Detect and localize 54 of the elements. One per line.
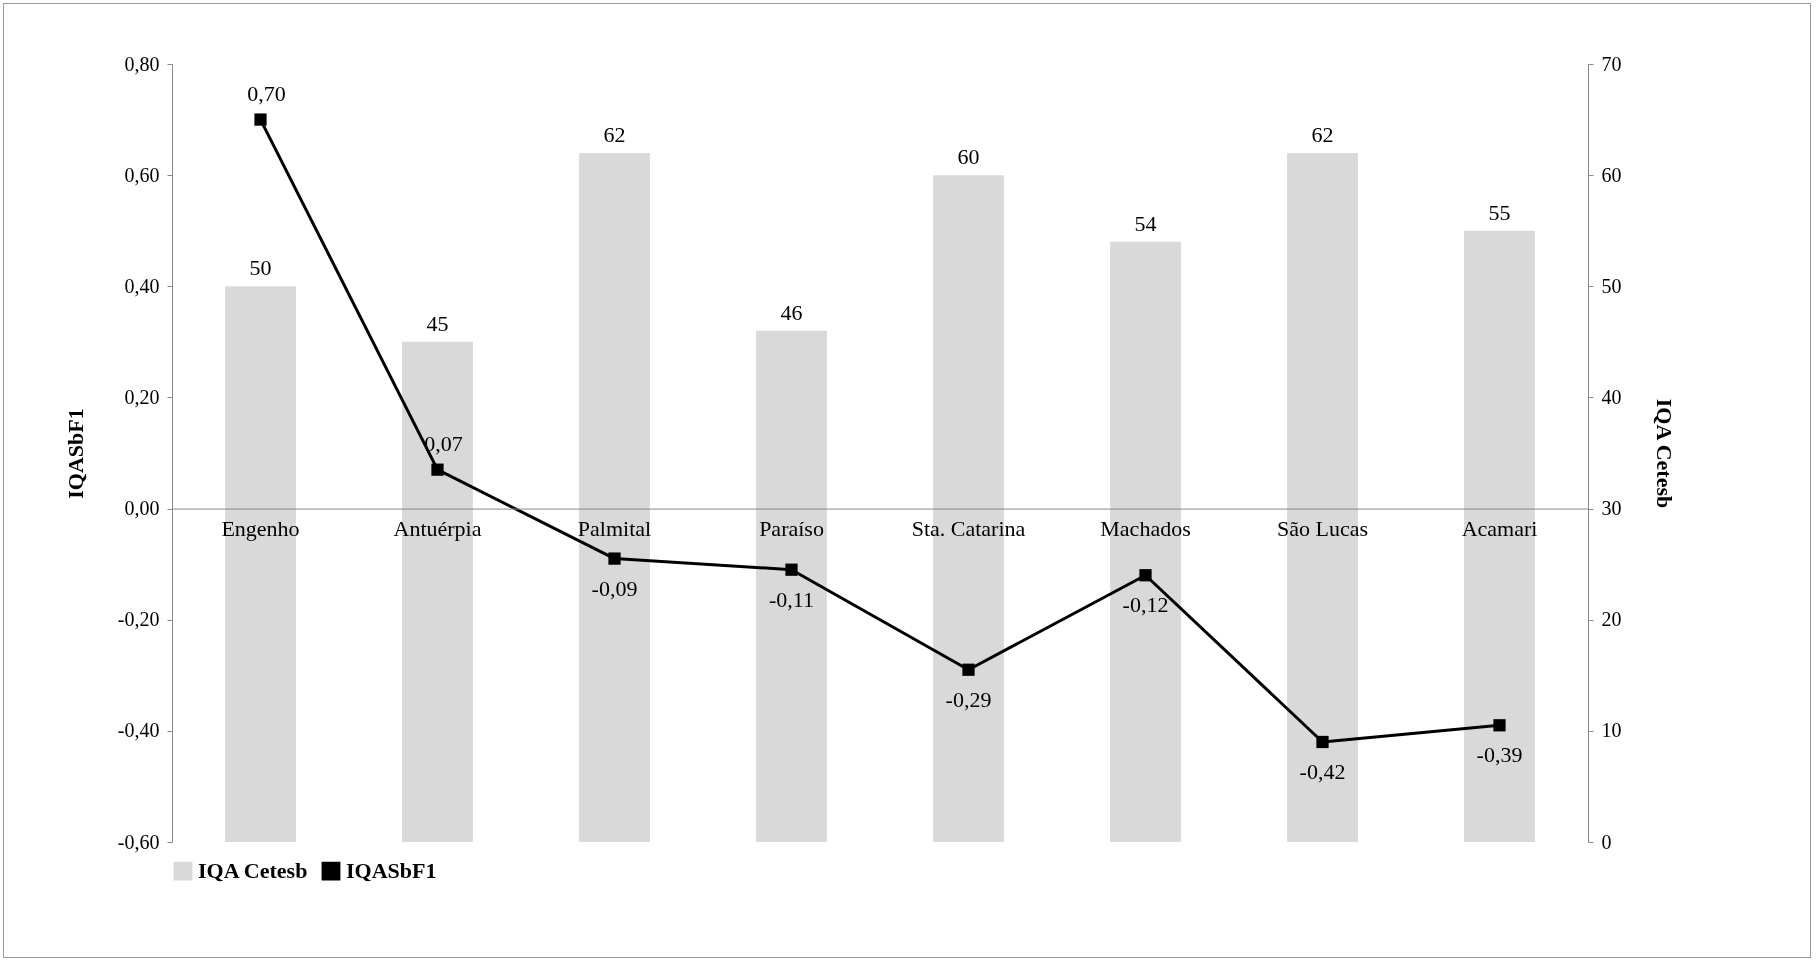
bar [579, 152, 650, 842]
point [962, 663, 975, 676]
y2-tick-label: 10 [1601, 719, 1622, 742]
data-label: -0,11 [768, 586, 815, 612]
bar [1464, 230, 1535, 842]
data-label: 50 [249, 255, 272, 281]
data-label: -0,39 [1476, 742, 1523, 768]
legend-label: IQA Cetesb [198, 858, 308, 884]
y-axis-title: IQASbF1 [62, 408, 88, 499]
data-label: 45 [426, 310, 449, 336]
x-tick-label: Machados [1100, 516, 1191, 542]
point [254, 113, 267, 126]
x-tick-label: Engenho [221, 516, 300, 542]
point [1139, 569, 1152, 582]
y2-tick-label: 40 [1601, 385, 1622, 408]
data-label: 62 [603, 121, 626, 147]
point [1316, 735, 1329, 749]
y-tick-label: -0,60 [117, 830, 160, 853]
y-tick-label: 0,80 [124, 52, 160, 75]
data-label: -0,12 [1122, 592, 1169, 618]
x-tick-label: Acamari [1461, 516, 1538, 542]
data-label: 0,70 [247, 80, 286, 106]
y-tick-label: -0,40 [117, 719, 160, 742]
x-tick-label: Antuérpia [393, 516, 482, 542]
point [1493, 719, 1506, 732]
point [431, 463, 444, 476]
data-label: -0,29 [945, 686, 992, 712]
legend-label: IQASbF1 [346, 858, 437, 884]
y-tick-label: 0,60 [124, 163, 160, 186]
data-label: 60 [957, 144, 980, 170]
data-label: 62 [1311, 121, 1334, 147]
y2-tick-label: 20 [1601, 608, 1622, 631]
y2-tick-label: 70 [1601, 52, 1622, 75]
x-tick-label: Sta. Catarina [911, 516, 1026, 542]
y2-tick-label: 30 [1601, 497, 1622, 520]
y2-tick-label: 50 [1601, 274, 1622, 297]
data-label: 55 [1488, 199, 1511, 225]
point [608, 552, 621, 565]
x-tick-label: Palmital [577, 516, 652, 542]
x-tick-label: Paraíso [759, 516, 824, 542]
y-tick-label: -0,20 [117, 608, 160, 631]
y2-axis-title: IQA Cetesb [1651, 398, 1677, 509]
data-label: -0,09 [591, 575, 638, 601]
y2-tick-label: 60 [1601, 163, 1622, 186]
y-tick-label: 0,00 [124, 497, 160, 520]
x-tick-label: São Lucas [1276, 516, 1369, 542]
y-tick-label: 0,40 [124, 274, 160, 297]
data-label: 54 [1134, 210, 1157, 236]
y-tick-label: 0,20 [124, 385, 160, 408]
data-label: 46 [780, 299, 803, 325]
bar [756, 330, 827, 842]
data-label: -0,42 [1299, 758, 1346, 784]
y2-tick-label: 0 [1601, 830, 1612, 853]
point [785, 563, 798, 576]
